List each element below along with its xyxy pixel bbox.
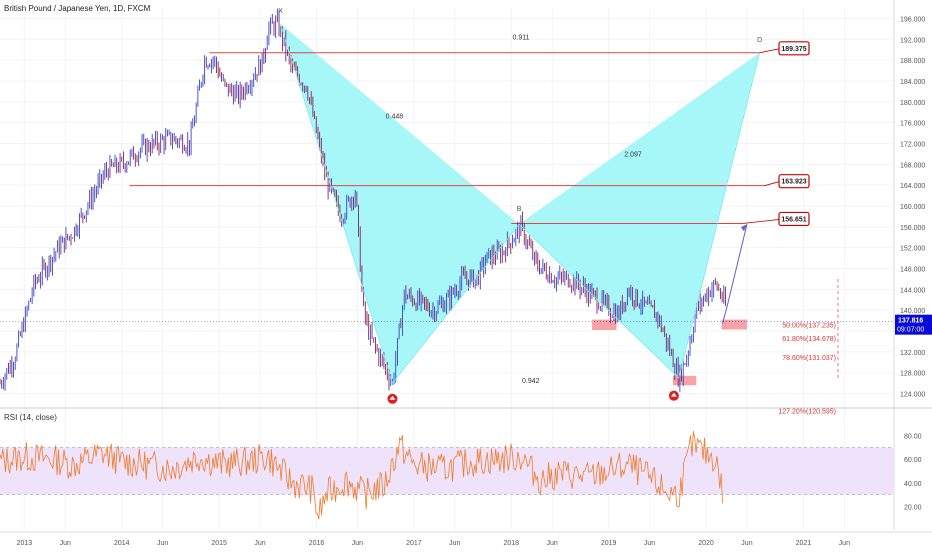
time-tick-label: Jun [741,540,752,547]
projection-arrowhead [740,224,747,232]
time-tick-label: 2016 [309,540,325,547]
current-price-tag[interactable]: 137.816 09:07:00 [895,314,932,335]
price-tick-label: 148.000 [900,267,925,274]
current-price-box [895,314,932,335]
buy-zone-box [592,319,617,331]
level-tag-text: 189.375 [781,46,806,53]
rsi-pane[interactable]: 20.00 40.00 60.00 80.00 [0,431,922,520]
harmonic-bcd-triangle [519,52,760,378]
price-tick-label: 196.000 [900,16,925,23]
level-tag-box [778,41,810,56]
harmonic-ratio-label: 0.942 [522,378,540,385]
harmonic-ratio-label: 0.911 [513,34,530,41]
price-tick-label: 156.000 [900,225,925,232]
candles [0,8,726,392]
bar-countdown-text: 09:07:00 [897,327,924,334]
time-tick-label: 2020 [698,540,714,547]
price-tick-label: 124.000 [900,392,925,399]
time-tick-label: 2018 [503,540,519,547]
price-tick-label: 140.000 [900,308,925,315]
harmonic-ratio-label: 0.448 [386,113,404,120]
level-tag-box [778,174,810,189]
price-tick-label: 180.000 [900,100,925,107]
level-tag-text: 156.651 [781,216,806,223]
level-tag-pointer [759,48,780,54]
rsi-tick-label: 80.00 [904,434,922,441]
level-value-tag[interactable]: 163.923 [764,174,810,189]
time-tick-label: Jun [839,540,850,547]
buy-zone-box [672,375,697,386]
level-value-tag[interactable]: 156.651 [743,211,810,227]
fib-level-label: 61.80%(134.678) [782,336,836,343]
time-tick-label: 2019 [601,540,617,547]
time-tick-label: Jun [157,540,168,547]
price-tick-label: 160.000 [900,204,925,211]
price-tick-label: 168.000 [900,162,925,169]
buy-zone-box [721,319,747,330]
price-tick-label: 152.000 [900,246,925,253]
projection-path [722,224,748,324]
rsi-band [0,447,894,495]
fib-level-label: 127.20%(120.595) [778,408,836,415]
price-tick-label: 132.000 [900,350,925,357]
time-tick-label: 2013 [17,540,33,547]
time-tick-label: 2021 [796,540,812,547]
level-tag-text: 163.923 [781,179,806,186]
price-tick-label: 144.000 [900,287,925,294]
time-tick-label: Jun [254,540,265,547]
chart-title: British Pound / Japanese Yen, 1D, FXCM [4,4,151,13]
reversal-up-marker[interactable] [668,390,679,401]
price-tick-label: 188.000 [900,58,925,65]
harmonic-point-label: B [517,206,522,213]
fib-level-label: 50.00%(137.235) [782,322,836,329]
level-value-tag[interactable]: 189.375 [759,41,810,56]
price-tick-label: 192.000 [900,37,925,44]
rsi-line [0,431,723,520]
time-tick-label: Jun [644,540,655,547]
time-tick-label: 2017 [406,540,422,547]
level-tag-pointer [764,181,780,187]
current-price-text: 137.816 [898,318,923,325]
price-tick-label: 164.000 [900,183,925,190]
arrow-up-icon [670,392,677,397]
arrow-up-icon [389,395,396,400]
price-axis[interactable]: 196.000 192.000 188.000 184.000 180.000 176.0… [893,0,925,530]
time-tick-label: Jun [449,540,460,547]
price-tick-label: 128.000 [900,371,925,378]
harmonic-ratio-label: 2.097 [624,152,642,159]
harmonic-point-label: D [757,37,762,44]
harmonic-xab-triangle [280,23,520,384]
harmonic-outline [280,23,760,384]
fib-level-label: 78.60%(131.037) [782,355,836,362]
level-tag-pointer [743,219,780,224]
time-tick-label: 2015 [211,540,227,547]
price-tick-label: 176.000 [900,121,925,128]
rsi-tick-label: 20.00 [904,504,922,511]
price-tick-label: 172.000 [900,141,925,148]
time-tick-label: 2014 [114,540,130,547]
rsi-title: RSI (14, close) [4,413,57,422]
rsi-tick-label: 40.00 [904,481,922,488]
rsi-tick-label: 60.00 [904,457,922,464]
time-tick-label: Jun [547,540,558,547]
time-axis[interactable]: 2013 Jun 2014 Jun 2015 Jun 2016 Jun 2017 Jun 2018 J… [0,531,932,547]
reversal-up-marker[interactable] [387,393,398,404]
time-tick-label: Jun [352,540,363,547]
time-tick-label: Jun [60,540,71,547]
level-tag-box [778,211,810,227]
harmonic-point-label: X [278,8,283,15]
price-tick-label: 184.000 [900,79,925,86]
